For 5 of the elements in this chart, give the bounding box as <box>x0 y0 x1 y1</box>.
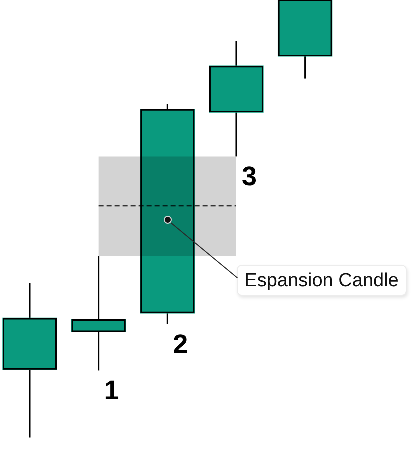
annotation: 1 <box>104 376 120 406</box>
annotation: Espansion Candle <box>244 270 399 292</box>
annotation: 3 <box>242 162 257 192</box>
candlestick <box>71 255 126 372</box>
annotation: 2 <box>173 329 188 360</box>
